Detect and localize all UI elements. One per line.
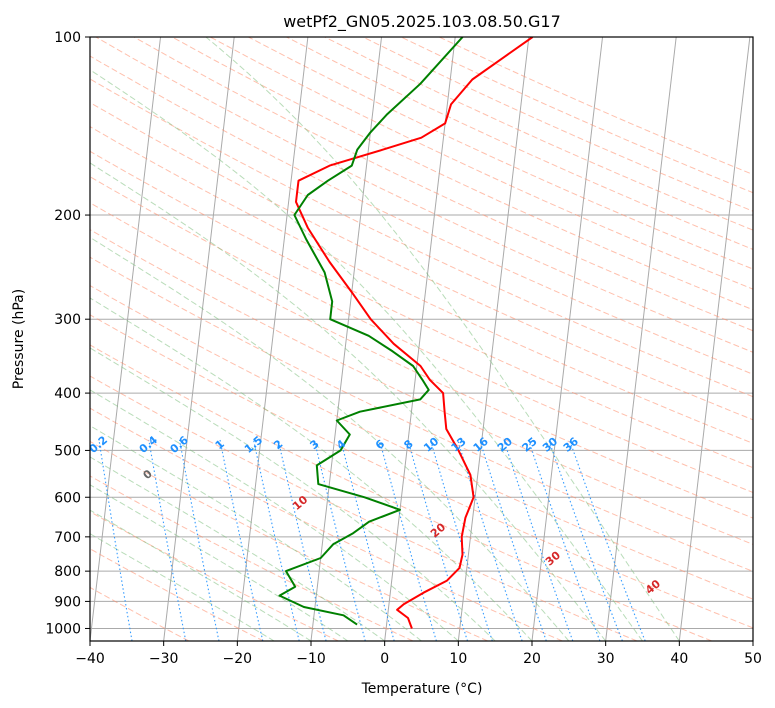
isotherm-line — [163, 37, 235, 641]
dry-adiabat-line — [90, 548, 264, 641]
x-tick-label: 0 — [380, 651, 389, 667]
x-axis: −40 −30 −20 −10 0 10 20 30 40 50 — [75, 641, 762, 667]
mixing-ratio-line — [340, 439, 395, 641]
dry-adiabat-line — [90, 344, 712, 641]
isotherm-line — [384, 37, 456, 641]
x-tick-label: 50 — [744, 651, 762, 667]
moist-adiabat-line — [90, 69, 643, 641]
mixing-ratio-line — [527, 439, 601, 641]
y-tick-label: 700 — [54, 530, 81, 546]
mixing-ratio-line — [178, 439, 220, 641]
x-tick-label: −10 — [296, 651, 326, 667]
moist-adiabat-line — [90, 162, 607, 641]
dry-adiabat-line — [90, 375, 638, 641]
isotherm-line — [531, 37, 604, 641]
y-axis-label: Pressure (hPa) — [11, 289, 27, 389]
plot-frame — [89, 36, 754, 642]
dry-adiabat-line — [171, 37, 753, 311]
y-tick-label: 200 — [54, 208, 81, 224]
dry-adiabat-line — [90, 150, 753, 469]
mixing-ratio-line — [253, 439, 300, 641]
moist-adiabat-line — [90, 297, 533, 641]
mixing-ratio-line — [378, 439, 437, 641]
dry-adiabat-line — [90, 256, 753, 572]
x-tick-label: 10 — [449, 651, 467, 667]
dry-adiabat-line — [90, 284, 753, 600]
x-tick-label: −20 — [223, 651, 253, 667]
mixing-ratio-line — [313, 439, 366, 641]
y-tick-label: 900 — [54, 594, 81, 610]
dry-adiabat-line — [133, 37, 753, 332]
mixing-ratio-line — [429, 439, 493, 641]
dry-adiabat-line — [90, 229, 753, 545]
dewpoint-trace — [278, 37, 464, 626]
series-layer — [278, 37, 534, 629]
temperature-trace — [295, 37, 534, 629]
y-tick-label: 300 — [54, 312, 81, 328]
dry-adiabat-line — [90, 511, 339, 641]
y-tick-label: 500 — [54, 443, 81, 459]
isotherm-line — [678, 37, 751, 641]
dry-adiabat-line — [90, 126, 753, 444]
x-tick-label: 30 — [597, 651, 615, 667]
grid-layer — [90, 37, 753, 641]
x-tick-label: 40 — [670, 651, 688, 667]
moist-adiabat-line — [90, 389, 459, 641]
mixing-ratio-line — [548, 439, 623, 641]
mixing-ratio-line — [98, 439, 133, 641]
isotherm-line — [236, 37, 309, 641]
moist-adiabat-line — [90, 236, 570, 641]
moist-adiabat-line — [90, 456, 385, 641]
x-tick-label: −30 — [149, 651, 179, 667]
mixing-ratio-line — [277, 439, 327, 641]
y-tick-label: 400 — [54, 386, 81, 402]
x-tick-label: 20 — [523, 651, 541, 667]
isotherm-line — [457, 37, 530, 641]
mixing-ratio-line — [219, 439, 264, 641]
dry-adiabat-line — [90, 407, 563, 641]
moist-adiabat-line — [90, 533, 275, 641]
dry-adiabat-line — [90, 55, 753, 375]
chart-title: wetPf2_GN05.2025.103.08.50.G17 — [283, 12, 561, 32]
y-tick-label: 800 — [54, 564, 81, 580]
isotherm-line — [310, 37, 383, 641]
x-tick-label: −40 — [75, 651, 105, 667]
dry-adiabat-line — [90, 314, 753, 629]
mixing-ratio-line — [148, 439, 187, 641]
dry-adiabat-line — [90, 440, 488, 641]
y-tick-label: 600 — [54, 490, 81, 506]
y-tick-label: 1000 — [45, 621, 81, 637]
mixing-ratio-line — [407, 439, 469, 641]
x-axis-label: Temperature (°C) — [361, 681, 483, 697]
dry-adiabat-line — [90, 176, 753, 494]
y-tick-label: 100 — [54, 30, 81, 46]
moist-adiabat-line — [90, 484, 349, 641]
moist-adiabat-line — [205, 37, 680, 641]
dry-adiabat-line — [90, 202, 753, 519]
y-axis: 1000 900 800 700 600 500 400 300 200 100 — [45, 30, 90, 637]
